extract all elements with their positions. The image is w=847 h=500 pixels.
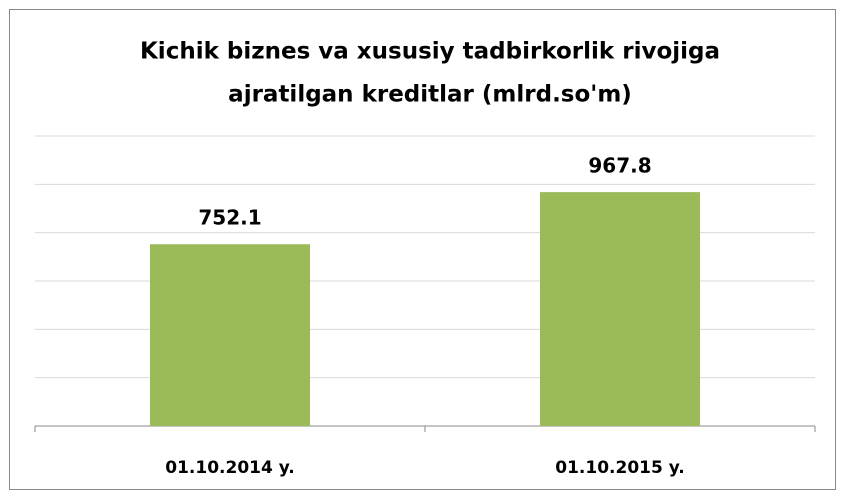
chart-title: ajratilgan kreditlar (mlrd.so'm) [228, 82, 632, 108]
bar [150, 244, 310, 426]
bar [540, 192, 700, 426]
x-tick-label: 01.10.2015 y. [555, 458, 684, 478]
value-label: 752.1 [198, 206, 261, 230]
chart-title: Kichik biznes va xususiy tadbirkorlik ri… [140, 39, 720, 65]
x-tick-label: 01.10.2014 y. [165, 458, 294, 478]
value-label: 967.8 [588, 154, 651, 178]
